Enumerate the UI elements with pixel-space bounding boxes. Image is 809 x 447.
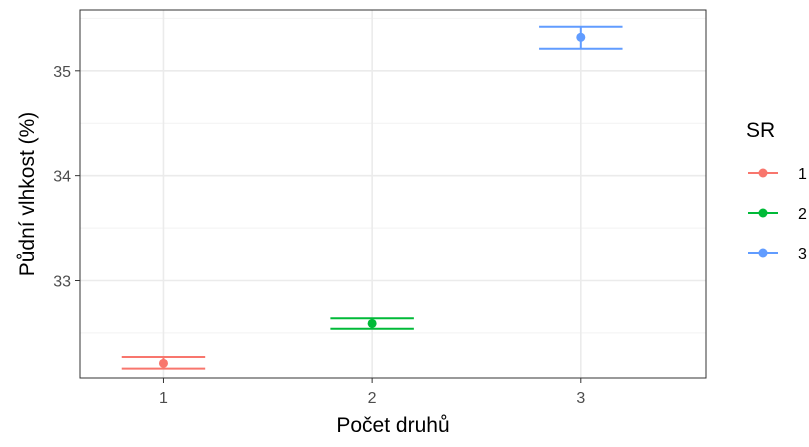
legend: SR 1 2 3 [746,119,807,263]
legend-title: SR [746,119,775,142]
panel-border [79,9,707,379]
x-axis-label: Počet druhů [336,414,449,437]
legend-entry-label: 3 [798,246,807,263]
y-axis: 33 34 35 [53,64,80,290]
x-axis: 1 2 3 [159,378,585,407]
grid-major [80,10,706,378]
legend-key-point [758,208,768,218]
y-axis-label: Půdní vlhkost (%) [16,112,39,277]
data-point [367,318,377,328]
y-tick-label: 35 [53,64,71,81]
grid-minor [80,17,706,334]
legend-entry-label: 1 [798,166,807,183]
points [158,32,586,368]
y-tick-label: 34 [53,169,71,186]
data-point [576,32,586,42]
x-tick-label: 3 [576,390,585,407]
legend-key-point [758,168,768,178]
legend-key-point [758,248,768,258]
x-tick-label: 2 [368,390,377,407]
panel-background [80,10,706,378]
data-point [158,358,168,368]
x-tick-label: 1 [159,390,168,407]
legend-entry-label: 2 [798,206,807,223]
y-tick-label: 33 [53,273,71,290]
